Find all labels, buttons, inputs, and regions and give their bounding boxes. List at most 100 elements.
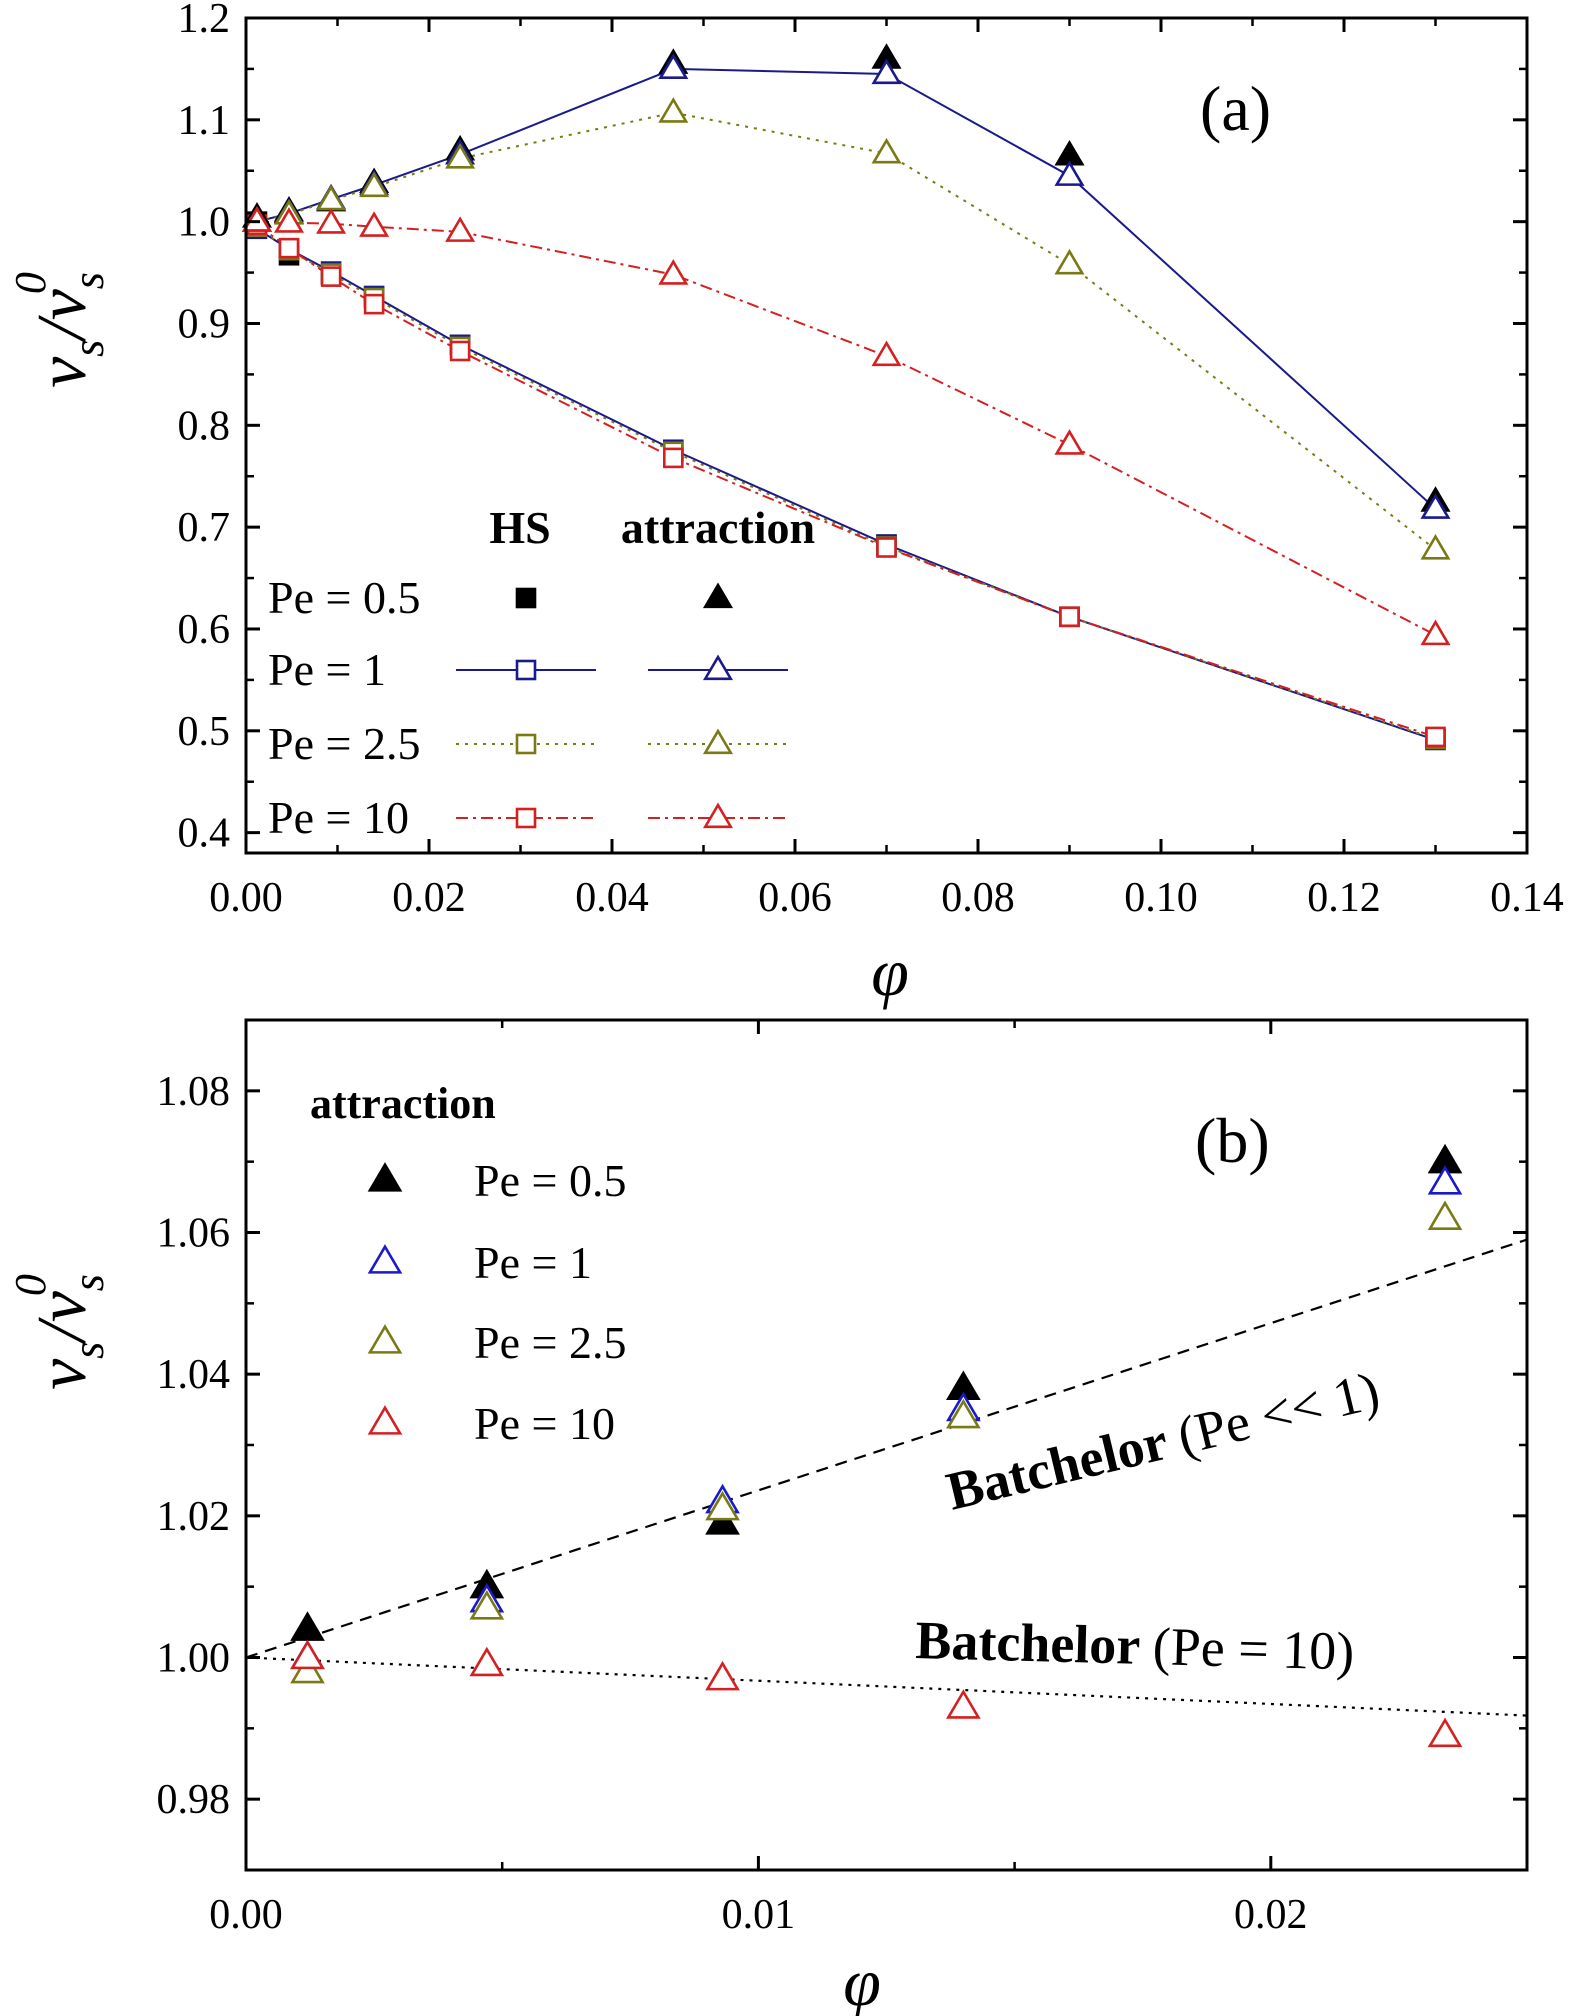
legend-marker (515, 807, 537, 829)
data-point (469, 1646, 505, 1677)
x-tick-label: 0.00 (209, 875, 283, 921)
y-tick-label: 1.0 (178, 200, 231, 246)
series-line (256, 227, 1436, 741)
legend-a: HS attraction Pe = 0.5 Pe = 1 Pe = 2.5 Pe = 1… (268, 502, 815, 843)
y-tick-label: 0.7 (178, 505, 231, 551)
annotation-batchelor-low-pe: Batchelor (Pe << 1) (941, 1360, 1385, 1522)
data-point (1054, 429, 1085, 455)
data-point (316, 208, 347, 234)
plot-frame (244, 1018, 1529, 1872)
y-tick-label: 1.00 (157, 1636, 231, 1682)
data-point (1054, 160, 1085, 186)
x-tick-label: 0.02 (392, 875, 466, 921)
data-point (445, 142, 476, 169)
data-point (445, 216, 476, 242)
data-point (290, 1639, 325, 1670)
legend-row-label: Pe = 1 (474, 1237, 592, 1288)
x-axis-label-a: φ (871, 934, 909, 1010)
svg-text:vs/vs0: vs/vs0 (6, 272, 113, 388)
data-point (705, 1660, 740, 1691)
x-tick-label: 0.08 (941, 875, 1015, 921)
y-tick-label: 1.04 (157, 1352, 231, 1398)
y-tick-label: 0.6 (178, 607, 231, 653)
x-tick-label: 0.06 (758, 875, 832, 921)
data-point (316, 184, 347, 211)
data-point (1059, 606, 1080, 628)
legend-marker (515, 587, 537, 609)
x-axis-label-b: φ (843, 1944, 881, 2016)
x-tick-label: 0.02 (1234, 1892, 1308, 1938)
panel-label-a: (a) (1200, 73, 1271, 144)
x-tick-label: 0.01 (722, 1892, 796, 1938)
panel-label-b: (b) (1195, 1105, 1270, 1176)
annotation-batchelor-pe10: Batchelor (Pe = 10) (915, 1610, 1355, 1681)
batchelor-pe10-line (245, 1656, 1528, 1717)
series-line (256, 223, 1436, 738)
legend-marker (367, 1244, 403, 1274)
legend-marker (367, 1162, 403, 1192)
data-point (705, 1490, 740, 1521)
data-point (1420, 619, 1451, 646)
data-point (1425, 726, 1446, 748)
data-point (359, 171, 390, 198)
data-point (658, 259, 689, 285)
data-point (1420, 493, 1451, 519)
y-tick-label: 1.06 (157, 1211, 231, 1257)
data-point (1427, 1717, 1463, 1748)
y-tick-label: 1.2 (178, 0, 231, 42)
data-point (871, 58, 902, 85)
y-tick-label: 0.5 (178, 709, 231, 755)
y-tick-label: 0.8 (178, 403, 231, 449)
legend-marker (367, 1324, 403, 1354)
data-point (449, 340, 471, 362)
data-point (658, 53, 689, 79)
data-point (290, 1611, 325, 1641)
legend-header-hs: HS (489, 502, 550, 553)
legend-marker (702, 802, 734, 829)
data-point (363, 293, 385, 315)
svg-text:vs/vs0: vs/vs0 (6, 1274, 113, 1390)
batchelor-low-pe-line (245, 1238, 1528, 1659)
data-point (273, 207, 305, 233)
series-line (256, 111, 1437, 551)
data-point (320, 266, 342, 287)
legend-marker (367, 1405, 403, 1435)
data-point (1427, 1200, 1463, 1231)
legend-title: attraction (310, 1079, 496, 1128)
series-line (256, 225, 1436, 740)
data-point (241, 206, 273, 232)
legend-b: attraction Pe = 0.5 Pe = 1 Pe = 2.5 Pe = 10 (310, 1079, 626, 1449)
legend-row-label: Pe = 2.5 (268, 718, 420, 769)
data-point (876, 537, 897, 558)
y-tick-label: 0.98 (157, 1777, 231, 1823)
legend-marker (702, 728, 734, 755)
legend-row-label: Pe = 10 (474, 1398, 615, 1449)
data-point (658, 97, 689, 123)
legend-row-label: Pe = 0.5 (474, 1155, 626, 1206)
y-tick-label: 0.9 (178, 301, 231, 347)
legend-row-label: Pe = 10 (268, 792, 409, 843)
data-point (278, 237, 300, 259)
data-point (663, 447, 684, 469)
chart-panel-a: HS attraction Pe = 0.5 Pe = 1 Pe = 2.5 Pe = 1… (6, 0, 1564, 1010)
y-tick-label: 1.08 (157, 1069, 231, 1115)
x-tick-label: 0.10 (1124, 875, 1198, 921)
data-point (1427, 1165, 1463, 1195)
y-axis-label-a: vs/vs0 (6, 272, 113, 388)
data-point (871, 340, 902, 367)
legend-row-label: Pe = 1 (268, 644, 386, 695)
x-tick-label: 0.12 (1307, 875, 1381, 921)
legend-marker (515, 659, 537, 681)
data-point (705, 1505, 740, 1535)
x-tick-label: 0.00 (209, 1892, 283, 1938)
y-tick-label: 1.1 (178, 98, 231, 144)
legend-row-label: Pe = 0.5 (268, 572, 420, 623)
data-point (359, 211, 390, 237)
y-tick-label: 1.02 (157, 1494, 231, 1540)
data-point (1420, 534, 1451, 560)
data-point (469, 1590, 505, 1620)
legend-marker (702, 654, 734, 681)
x-tick-label: 0.14 (1490, 875, 1564, 921)
